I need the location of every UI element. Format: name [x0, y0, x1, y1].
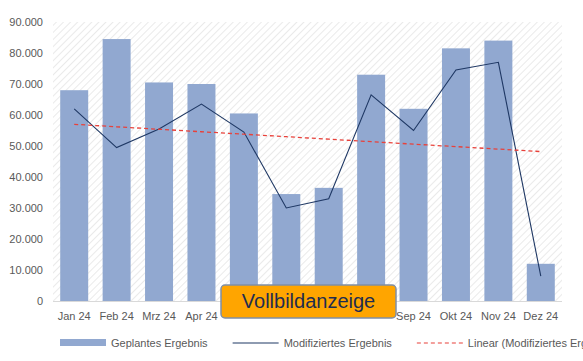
- tick-label: 60.000: [9, 109, 43, 121]
- tick-label: 80.000: [9, 47, 43, 59]
- tick-label: 30.000: [9, 202, 43, 214]
- button-background[interactable]: [221, 285, 396, 318]
- bar: [357, 75, 385, 301]
- fullscreen-button[interactable]: Vollbildanzeige: [221, 285, 396, 318]
- legend-label: Linear (Modifiziertes Ergebnis): [468, 337, 583, 349]
- line: [74, 62, 541, 276]
- tick-label: 70.000: [9, 78, 43, 90]
- legend-swatch: [417, 342, 463, 343]
- tick-label: 50.000: [9, 140, 43, 152]
- tick-label: 10.000: [9, 264, 43, 276]
- bar: [484, 41, 512, 301]
- y-axis: 0 10.000 20.000 30.000 40.000 50.000 60.000 70.…: [9, 16, 53, 307]
- tick-label: 20.000: [9, 233, 43, 245]
- category-label: Mrz 24: [142, 310, 176, 322]
- chart: 0 10.000 20.000 30.000 40.000 50.000 60.000 70.…: [0, 0, 583, 361]
- legend-swatch: [60, 339, 106, 346]
- tick-mark: [50, 146, 53, 147]
- tick-label: 0: [37, 295, 43, 307]
- category-label: Dez 24: [523, 310, 558, 322]
- tick-mark: [50, 177, 53, 178]
- tick-mark: [50, 84, 53, 85]
- category-label: Jan 24: [58, 310, 91, 322]
- tick-mark: [50, 301, 53, 302]
- bar: [400, 109, 428, 301]
- legend: Geplantes Ergebnis Modifiziertes Ergebnis…: [60, 337, 583, 349]
- bar: [145, 82, 173, 301]
- bar: [103, 39, 131, 301]
- trend-line: [74, 124, 541, 151]
- tick-mark: [50, 22, 53, 23]
- plot-background: [53, 22, 562, 301]
- category-label: Feb 24: [100, 310, 134, 322]
- bar: [527, 264, 555, 301]
- bar: [442, 48, 470, 301]
- tick-label: 90.000: [9, 16, 43, 28]
- button-label[interactable]: Vollbildanzeige: [242, 290, 375, 312]
- category-label: Nov 24: [481, 310, 516, 322]
- category-label: Okt 24: [440, 310, 472, 322]
- marks: [60, 39, 555, 301]
- tick-mark: [50, 239, 53, 240]
- legend-label: Modifiziertes Ergebnis: [284, 337, 393, 349]
- category-label: Apr 24: [185, 310, 217, 322]
- tick-mark: [50, 53, 53, 54]
- bar: [60, 90, 88, 301]
- tick-mark: [50, 270, 53, 271]
- legend-swatch: [233, 342, 279, 343]
- tick-mark: [50, 115, 53, 116]
- legend-label: Geplantes Ergebnis: [111, 337, 208, 349]
- category-label: Sep 24: [396, 310, 431, 322]
- bar: [230, 113, 258, 301]
- tick-mark: [50, 208, 53, 209]
- tick-label: 40.000: [9, 171, 43, 183]
- bar: [187, 84, 215, 301]
- bar: [315, 188, 343, 301]
